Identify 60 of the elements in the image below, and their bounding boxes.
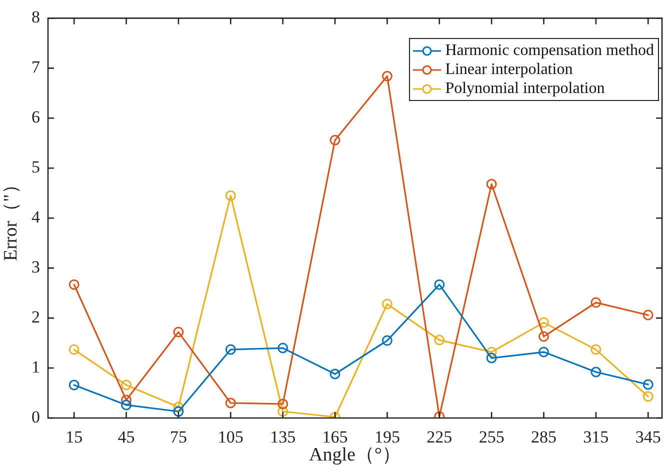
point bbox=[173, 406, 184, 417]
point bbox=[538, 346, 549, 358]
legend-label: Polynomial interpolation bbox=[445, 79, 605, 98]
legend-label: Linear interpolation bbox=[445, 60, 573, 80]
point bbox=[225, 398, 236, 408]
point bbox=[225, 344, 236, 355]
point bbox=[68, 380, 80, 390]
y-tick-label: 4 bbox=[32, 208, 40, 227]
point bbox=[68, 344, 80, 355]
x-tick-label: 45 bbox=[118, 428, 135, 447]
point bbox=[121, 394, 132, 406]
point bbox=[382, 70, 392, 82]
point bbox=[486, 178, 497, 190]
point bbox=[642, 391, 654, 402]
point bbox=[486, 352, 497, 364]
y-tick-label: 2 bbox=[32, 308, 40, 327]
point bbox=[121, 380, 132, 390]
point bbox=[590, 366, 602, 378]
y-tick-label: 1 bbox=[32, 357, 40, 376]
point bbox=[278, 398, 288, 410]
point bbox=[68, 279, 80, 290]
y-tick-label: 7 bbox=[32, 58, 40, 77]
x-tick-label: 315 bbox=[583, 428, 609, 447]
x-tick-label: 225 bbox=[426, 428, 452, 447]
point bbox=[382, 335, 392, 346]
y-tick-label: 0 bbox=[32, 407, 40, 426]
point bbox=[173, 402, 184, 412]
x-axis-title: Angle（°） bbox=[309, 444, 402, 466]
point bbox=[538, 317, 549, 328]
point bbox=[278, 406, 288, 417]
x-tick-label: 165 bbox=[322, 428, 348, 447]
point bbox=[225, 190, 236, 201]
point bbox=[330, 368, 340, 380]
point bbox=[486, 346, 497, 358]
point bbox=[590, 344, 602, 355]
point bbox=[642, 310, 654, 320]
x-tick-label: 195 bbox=[374, 428, 400, 447]
y-axis-title: Error（"） bbox=[0, 175, 22, 262]
point bbox=[642, 379, 654, 390]
x-tick-label: 15 bbox=[66, 428, 83, 447]
y-tick-label: 5 bbox=[32, 158, 40, 177]
y-tick-label: 6 bbox=[32, 108, 40, 127]
point bbox=[330, 134, 340, 146]
x-tick-label: 285 bbox=[530, 428, 556, 447]
legend-label: Harmonic compensation method bbox=[445, 41, 654, 60]
point bbox=[590, 297, 602, 308]
point bbox=[382, 298, 392, 310]
point bbox=[278, 342, 288, 354]
y-tick-label: 8 bbox=[32, 8, 40, 27]
point bbox=[538, 331, 549, 342]
x-tick-label: 135 bbox=[270, 428, 296, 447]
x-tick-label: 75 bbox=[170, 428, 187, 447]
point bbox=[434, 279, 445, 290]
point bbox=[434, 334, 445, 346]
point bbox=[173, 326, 184, 338]
x-tick-label: 345 bbox=[635, 428, 661, 447]
y-tick-label: 3 bbox=[32, 258, 40, 277]
x-tick-label: 105 bbox=[218, 428, 244, 447]
point bbox=[121, 400, 132, 410]
x-tick-label: 255 bbox=[478, 428, 504, 447]
